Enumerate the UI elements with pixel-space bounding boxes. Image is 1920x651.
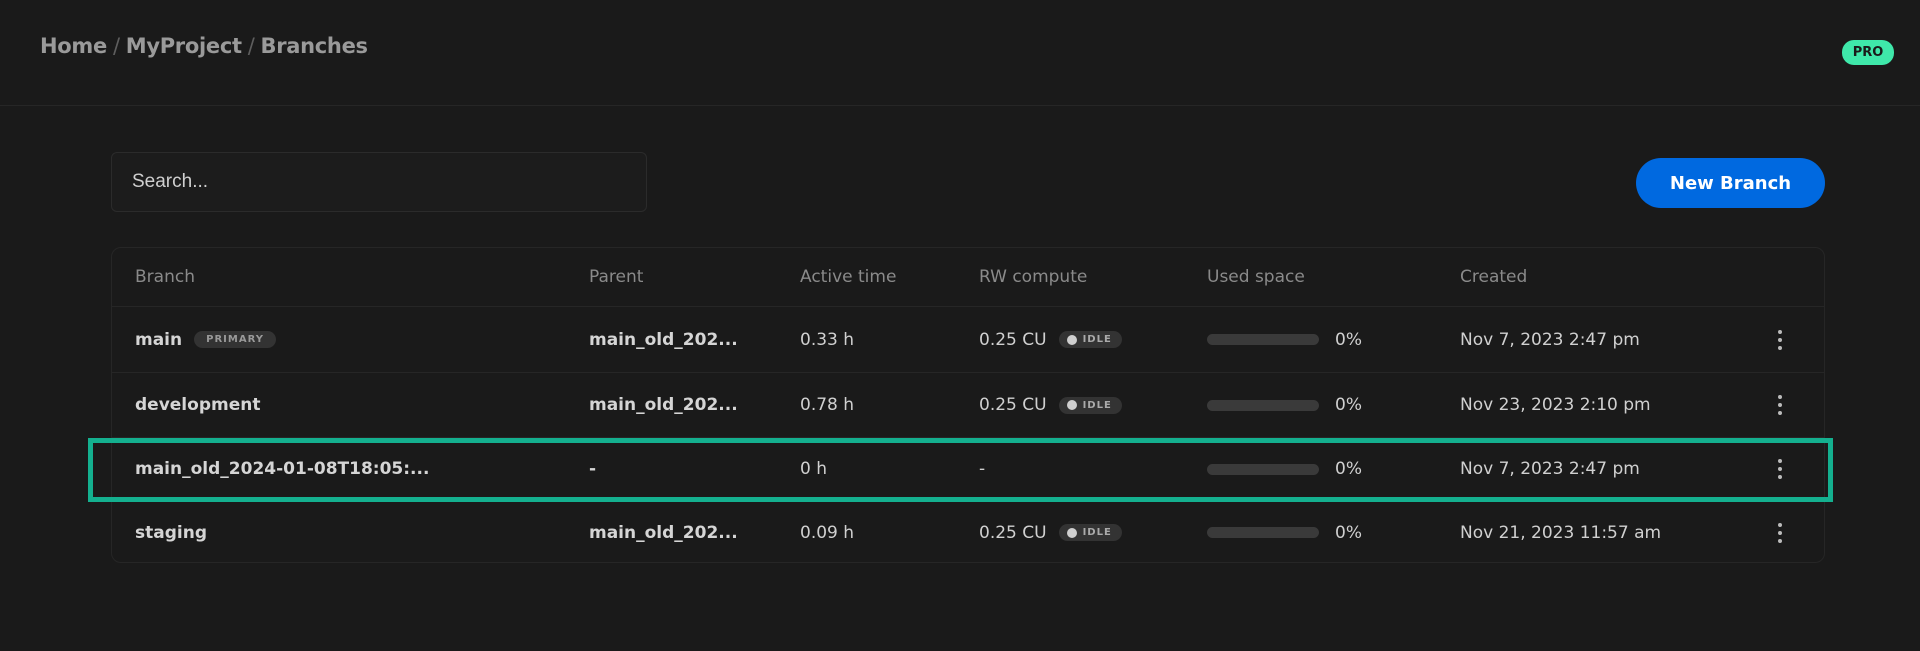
primary-badge: PRIMARY [194,331,276,348]
status-dot-icon [1066,527,1077,538]
breadcrumb: Home / MyProject / Branches [40,34,368,58]
more-options-icon[interactable] [1770,456,1790,482]
used-space-percent: 0% [1335,459,1362,479]
branch-name-text[interactable]: main [135,329,183,350]
used-space-percent: 0% [1335,329,1362,350]
branches-table: Branch Parent Active time RW compute Use… [111,247,1825,563]
table-row[interactable]: development main_old_202... 0.78 h 0.25 CU I… [112,373,1824,438]
breadcrumb-separator: / [247,34,255,58]
branch-name[interactable]: staging [135,523,207,543]
branch-name[interactable]: development [135,395,260,415]
used-space-bar [1207,527,1319,538]
table-row[interactable]: main PRIMARY main_old_202... 0.33 h 0.25 CU I… [112,307,1824,373]
branch-name-text[interactable]: development [135,395,261,415]
breadcrumb-home[interactable]: Home [40,34,107,58]
table-row[interactable]: staging main_old_202... 0.09 h 0.25 CU IDLE 0… [112,501,1824,564]
active-time: 0.09 h [800,522,855,543]
header-parent: Parent [589,267,644,287]
branch-name[interactable]: main_old_2024-01-08T18:05:... [135,459,429,479]
used-space-bar [1207,463,1319,475]
status-dot-icon [1066,334,1077,345]
parent-branch[interactable]: main_old_202... [589,522,738,543]
used-space: 0% [1207,523,1362,543]
header-created: Created [1460,267,1528,287]
used-space-bar [1207,399,1319,411]
rw-compute: 0.25 CU IDLE [979,330,1122,350]
header-used-space: Used space [1207,267,1305,287]
compute-size: 0.25 CU [979,522,1047,543]
active-time: 0 h [800,459,827,479]
branch-name-text[interactable]: main_old_2024-01-08T18:05:... [135,459,430,479]
status-badge: IDLE [1058,396,1122,414]
table-row[interactable]: main_old_2024-01-08T18:05:... - 0 h - 0% Nov … [112,438,1824,501]
status-badge: IDLE [1058,331,1122,348]
active-time: 0.33 h [800,329,855,350]
new-branch-button[interactable]: New Branch [1636,158,1825,208]
status-dot-icon [1066,400,1077,410]
parent-branch[interactable]: main_old_202... [589,329,738,350]
branch-name[interactable]: main PRIMARY [135,330,276,350]
breadcrumb-separator: / [112,34,120,58]
rw-compute: 0.25 CU IDLE [979,395,1122,415]
breadcrumb-project[interactable]: MyProject [125,34,242,58]
more-options-icon[interactable] [1770,392,1790,418]
used-space-percent: 0% [1335,522,1362,543]
created-date: Nov 7, 2023 2:47 pm [1460,459,1640,479]
status-badge: IDLE [1058,524,1122,541]
search-input[interactable] [111,152,647,212]
used-space-percent: 0% [1335,395,1362,415]
compute-size: 0.25 CU [979,395,1047,415]
status-text: IDLE [1082,527,1112,538]
header-branch: Branch [135,267,195,287]
used-space: 0% [1207,330,1362,350]
table-header: Branch Parent Active time RW compute Use… [112,248,1824,307]
breadcrumb-current: Branches [260,34,369,58]
rw-compute: - [979,459,985,479]
header-active-time: Active time [800,267,897,287]
more-options-icon[interactable] [1770,327,1790,353]
compute-size: 0.25 CU [979,329,1047,350]
created-date: Nov 21, 2023 11:57 am [1460,522,1662,543]
parent-branch: - [589,459,597,479]
status-text: IDLE [1082,399,1112,411]
compute-size: - [979,459,986,479]
header-rw-compute: RW compute [979,267,1088,287]
used-space: 0% [1207,395,1362,415]
plan-badge: PRO [1842,40,1894,65]
created-date: Nov 23, 2023 2:10 pm [1460,395,1651,415]
more-options-icon[interactable] [1770,520,1790,546]
used-space-bar [1207,334,1319,345]
top-bar: Home / MyProject / Branches PRO [0,0,1920,106]
parent-branch[interactable]: main_old_202... [589,395,738,415]
used-space: 0% [1207,459,1362,479]
branch-name-text[interactable]: staging [135,522,207,543]
rw-compute: 0.25 CU IDLE [979,523,1122,543]
active-time: 0.78 h [800,395,855,415]
status-text: IDLE [1082,334,1112,345]
created-date: Nov 7, 2023 2:47 pm [1460,329,1640,350]
